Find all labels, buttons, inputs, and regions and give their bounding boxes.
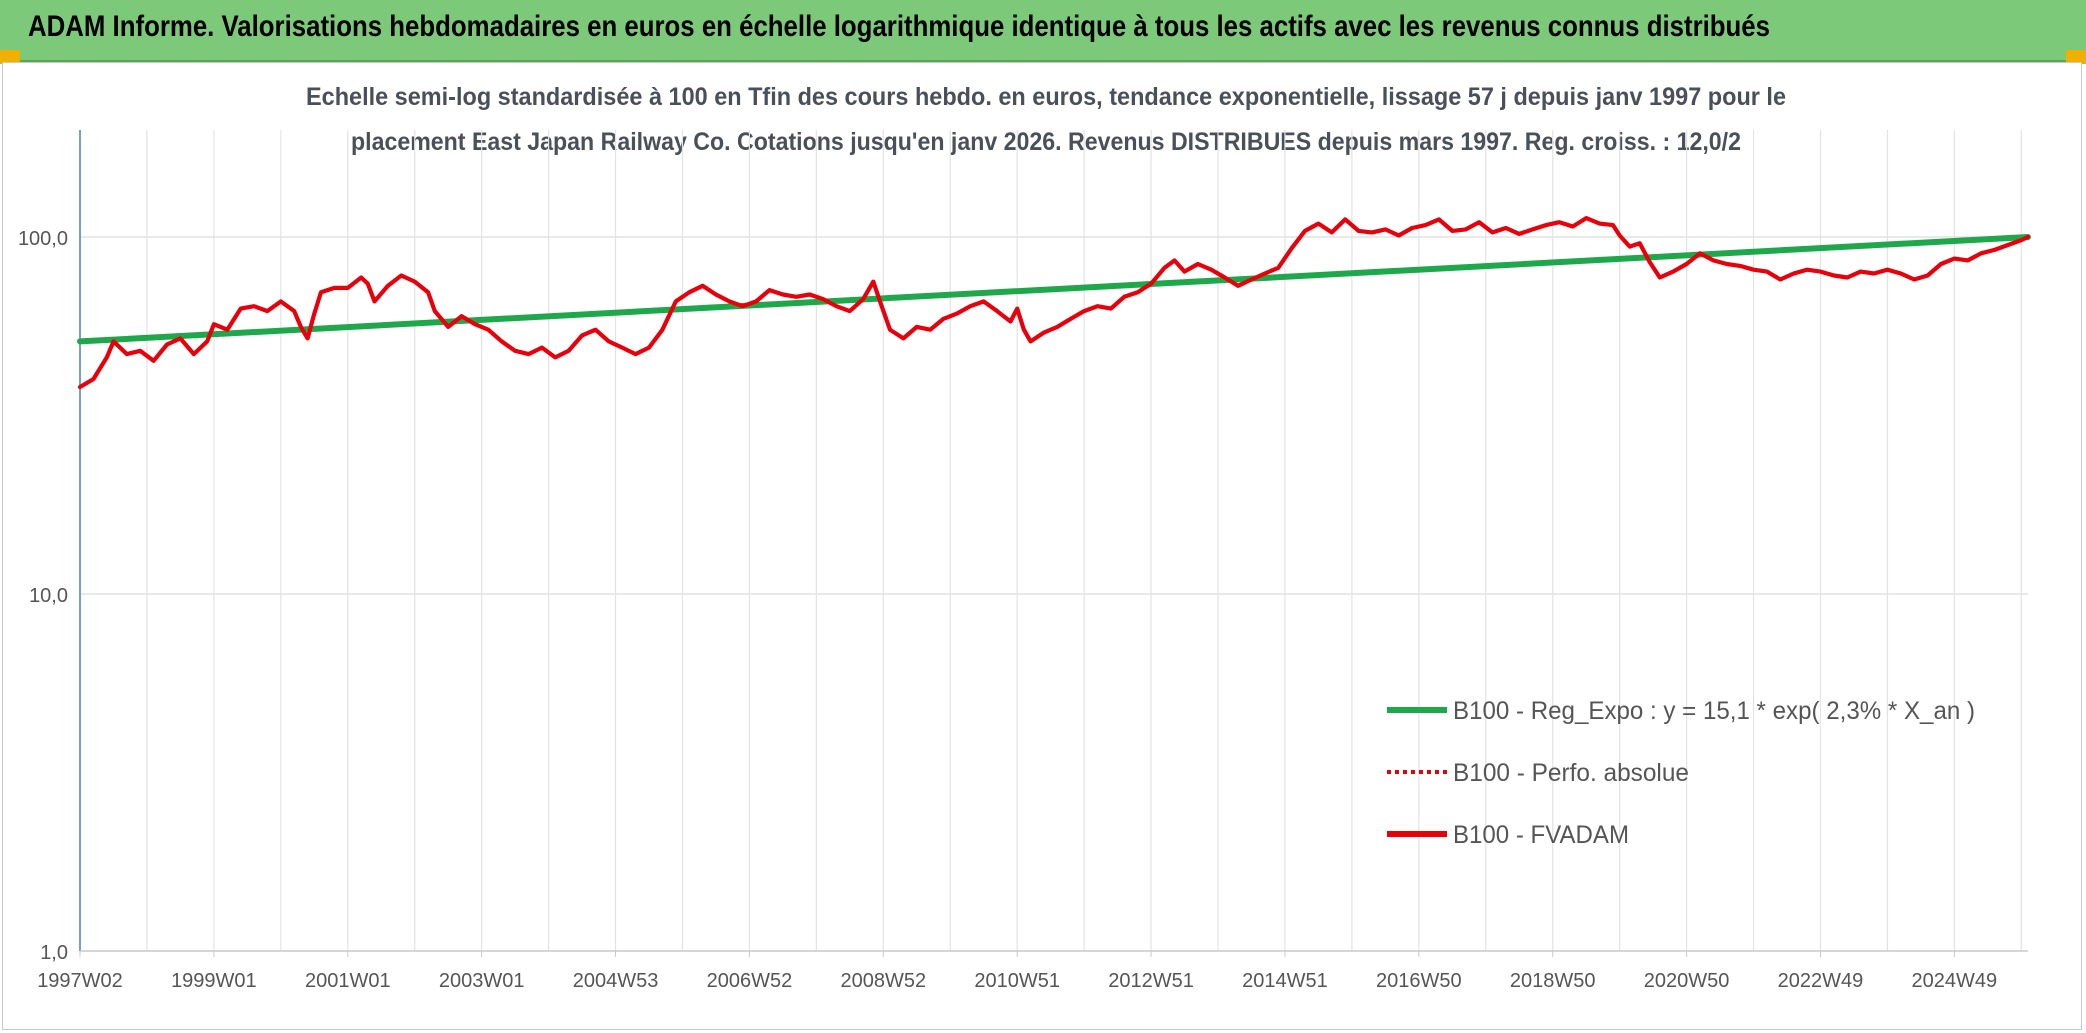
y-tick-label-0: 1,0 bbox=[40, 942, 68, 964]
x-axis-ticks: 1997W02 1999W01 2001W01 2003W01 2004W53 2006W… bbox=[37, 951, 1997, 992]
x-tick-label-0: 1997W02 bbox=[37, 970, 123, 992]
legend-item-fvadam: B100 - FVADAM bbox=[1387, 821, 1629, 849]
x-tick-label-3: 2003W01 bbox=[439, 970, 525, 992]
x-tick-label-9: 2014W51 bbox=[1242, 970, 1328, 992]
legend-label-regression: B100 - Reg_Expo : y = 15,1 * exp( 2,3% *… bbox=[1453, 697, 1975, 725]
chart-title-line-2: placement East Japan Railway Co. Cotatio… bbox=[351, 128, 1741, 156]
x-tick-label-10: 2016W50 bbox=[1376, 970, 1462, 992]
series-line-regression bbox=[77, 234, 2031, 345]
corner-marker-left bbox=[0, 50, 20, 64]
x-tick-label-7: 2010W51 bbox=[974, 970, 1060, 992]
x-tick-label-13: 2022W49 bbox=[1778, 970, 1864, 992]
chart-title-line-1: Echelle semi-log standardisée à 100 en T… bbox=[306, 83, 1786, 111]
report-title: ADAM Informe. Valorisations hebdomadaire… bbox=[28, 10, 1770, 43]
legend-item-perfo-absolue: B100 - Perfo. absolue bbox=[1387, 759, 1689, 787]
x-tick-label-2: 2001W01 bbox=[305, 970, 391, 992]
y-tick-label-2: 100,0 bbox=[18, 228, 68, 250]
legend-item-regression: B100 - Reg_Expo : y = 15,1 * exp( 2,3% *… bbox=[1387, 697, 1975, 725]
series-line-fvadam bbox=[77, 216, 2031, 390]
x-tick-label-5: 2006W52 bbox=[707, 970, 793, 992]
x-tick-label-14: 2024W49 bbox=[1912, 970, 1998, 992]
legend-label-fvadam: B100 - FVADAM bbox=[1453, 821, 1629, 849]
chart-frame: Echelle semi-log standardisée à 100 en T… bbox=[2, 62, 2082, 1030]
legend-label-perfo-absolue: B100 - Perfo. absolue bbox=[1453, 759, 1689, 787]
x-tick-label-1: 1999W01 bbox=[171, 970, 257, 992]
y-axis-ticks: 1,0 10,0 100,0 bbox=[18, 228, 68, 964]
x-tick-label-4: 2004W53 bbox=[573, 970, 659, 992]
x-tick-label-6: 2008W52 bbox=[840, 970, 926, 992]
y-tick-label-1: 10,0 bbox=[29, 585, 68, 607]
chart-series bbox=[77, 216, 2031, 390]
corner-marker-right bbox=[2066, 50, 2086, 64]
report-banner: ADAM Informe. Valorisations hebdomadaire… bbox=[0, 0, 2086, 62]
line-chart: Echelle semi-log standardisée à 100 en T… bbox=[18, 83, 2031, 992]
x-tick-label-12: 2020W50 bbox=[1644, 970, 1730, 992]
x-tick-label-8: 2012W51 bbox=[1108, 970, 1194, 992]
x-tick-label-11: 2018W50 bbox=[1510, 970, 1596, 992]
legend: B100 - Reg_Expo : y = 15,1 * exp( 2,3% *… bbox=[1387, 697, 1975, 849]
